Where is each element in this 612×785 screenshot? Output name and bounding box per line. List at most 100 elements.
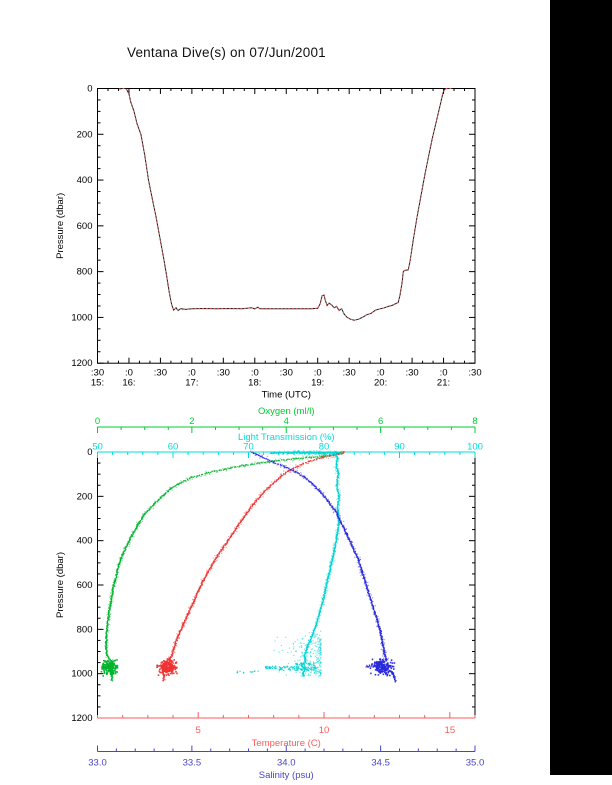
light-transmission-profile-cloud-dot (292, 643, 294, 645)
temperature-profile-dot (292, 468, 294, 470)
salinity-profile-dot (322, 493, 324, 495)
temperature-profile-dot (172, 652, 174, 655)
light-transmission-profile-dot (302, 452, 304, 454)
light-transmission-profile-dot (328, 453, 330, 455)
salinity-profile-cluster-dot (379, 672, 382, 674)
x-tick-minute-label: :30 (343, 368, 356, 379)
oxygen-profile-dot (109, 623, 111, 626)
temperature-profile-dot (211, 567, 213, 569)
light-transmission-profile-streak-dot (295, 664, 297, 666)
oxygen-profile-dot (163, 493, 165, 495)
salinity-profile-dot (262, 457, 264, 459)
salinity-profile-dot (364, 576, 367, 578)
oxygen-profile-dot (163, 494, 165, 496)
oxygen-profile-dot (111, 606, 113, 608)
salinity-profile-cluster-dot (385, 672, 388, 674)
oxygen-profile-cluster-dot (110, 663, 112, 665)
light-transmission-profile-dot (293, 452, 296, 454)
temperature-profile-dot (302, 462, 304, 464)
temperature-profile-dot (168, 656, 170, 658)
salinity-profile-dot (359, 566, 362, 568)
oxygen-profile-dot (129, 543, 131, 546)
oxygen-profile-dot (109, 603, 111, 605)
oxygen-profile-cluster-dot (104, 660, 106, 662)
salinity-profile-dot (382, 642, 384, 644)
light-transmission-profile-dot (334, 549, 336, 552)
salinity-profile-dot (379, 634, 381, 636)
oxygen-profile-cluster-dot (113, 660, 115, 662)
light-transmission-profile-dot (334, 452, 336, 454)
y-tick-label: 600 (77, 580, 93, 591)
salinity-profile-cluster-dot (391, 671, 393, 674)
oxygen-profile-dot (224, 468, 226, 470)
temperature-profile-dot (223, 544, 226, 546)
light-transmission-profile-cloud-dot (319, 639, 321, 641)
oxygen-profile-dot (109, 603, 111, 605)
oxygen-profile-dot (117, 568, 119, 570)
salinity-profile-dot (323, 491, 325, 494)
oxygen-profile-dot (109, 595, 111, 597)
temperature-profile-dot (189, 607, 191, 609)
oxygen-profile-dot (108, 611, 110, 613)
oxygen-profile-cluster-dot (111, 661, 114, 664)
light-transmission-profile-dot (338, 484, 340, 486)
oxygen-profile-dot (115, 574, 117, 576)
light-transmission-profile-dot (291, 452, 293, 454)
temperature-profile-dot (254, 504, 257, 506)
oxygen-profile-cluster-dot (111, 670, 114, 673)
salinity-profile-cluster-dot (374, 661, 376, 664)
oxygen-profile-dot (189, 479, 191, 481)
salinity-profile-dot (271, 460, 273, 462)
light-transmission-profile-dot (332, 452, 334, 454)
temperature-profile-dot (332, 457, 334, 459)
oxygen-profile-dot (128, 541, 130, 543)
light-transmission-profile-streak-dot (313, 666, 316, 669)
oxygen-profile-dot (169, 488, 171, 490)
temperature-profile-dot (194, 598, 197, 600)
light-transmission-profile-streak-dot (280, 669, 282, 671)
oxygen-profile-cluster-dot (111, 667, 114, 669)
oxygen-profile-dot (118, 557, 120, 559)
temperature-profile-dot (342, 452, 344, 455)
light-transmission-profile-cloud-dot (320, 661, 322, 663)
salinity-tick-label: 33.5 (183, 758, 202, 769)
salinity-profile-dot (362, 577, 364, 579)
oxygen-profile-dot (134, 531, 136, 534)
salinity-profile-dot (254, 452, 256, 455)
light-transmission-profile-cloud-dot (306, 654, 308, 656)
temperature-profile-dot (172, 649, 174, 651)
oxygen-profile-dot (222, 467, 224, 470)
light-transmission-profile-dot (331, 564, 333, 566)
light-transmission-profile-dot (298, 451, 300, 453)
light-transmission-profile-dot (332, 552, 334, 554)
oxygen-profile-dot (226, 470, 228, 472)
light-transmission-profile-streak-dot (253, 670, 255, 672)
oxygen-profile-dot (108, 607, 110, 610)
light-transmission-profile-dot (320, 600, 322, 603)
light-transmission-profile-dot (333, 548, 335, 550)
light-transmission-profile-dot (333, 554, 335, 557)
oxygen-profile-dot (227, 467, 229, 469)
light-transmission-profile-dot (306, 646, 308, 649)
temperature-profile-dot (299, 464, 301, 466)
temperature-profile-dot (182, 626, 184, 628)
light-transmission-profile-dot (335, 545, 337, 547)
temperature-profile-dot (311, 461, 313, 463)
salinity-profile-dot (312, 484, 315, 486)
light-transmission-profile-dot (336, 464, 338, 467)
light-transmission-profile-dot (318, 450, 320, 452)
salinity-profile-dot (313, 485, 316, 487)
oxygen-profile-dot (315, 457, 317, 460)
light-transmission-profile-dot (309, 450, 312, 452)
temperature-profile-dot (185, 619, 187, 621)
light-transmission-profile-dot (333, 557, 335, 559)
light-transmission-profile-dot (302, 673, 304, 675)
salinity-profile-dot (318, 488, 320, 490)
temperature-profile-dot (247, 510, 250, 512)
salinity-profile-dot (265, 458, 268, 460)
oxygen-profile-dot (105, 645, 108, 647)
light-transmission-profile-dot (336, 479, 338, 481)
temperature-profile-dot (182, 624, 184, 627)
salinity-profile-dot (383, 644, 385, 646)
